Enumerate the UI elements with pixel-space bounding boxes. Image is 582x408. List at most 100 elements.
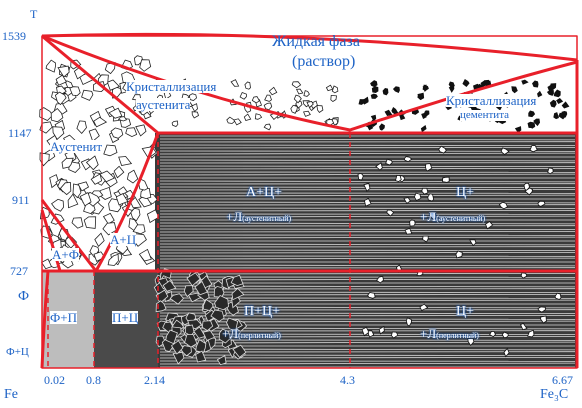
hatch-line bbox=[159, 293, 576, 296]
grain-cell bbox=[391, 106, 399, 115]
grain-cell bbox=[290, 104, 298, 114]
grain-cell bbox=[195, 339, 207, 353]
grain-cell bbox=[330, 94, 337, 102]
grain-cell bbox=[561, 101, 570, 109]
grain-cell bbox=[216, 354, 227, 366]
grain-cell bbox=[386, 209, 395, 217]
hatch-line bbox=[159, 251, 576, 254]
grain-cell bbox=[232, 344, 247, 358]
grain-cell bbox=[244, 81, 251, 90]
grain-cell bbox=[528, 110, 536, 118]
grain-cell bbox=[115, 193, 129, 206]
hatch-line bbox=[159, 228, 576, 231]
grain-cell bbox=[379, 123, 385, 131]
a3-line bbox=[40, 199, 98, 272]
cryst-cementite-label-1: Кристаллизация bbox=[446, 93, 537, 108]
grain-cell bbox=[233, 118, 242, 126]
grain-cell bbox=[424, 163, 433, 172]
grain-cell bbox=[469, 239, 477, 247]
hyper-upper-l: +Л bbox=[420, 209, 437, 224]
grain-cell bbox=[162, 279, 177, 292]
temp-tick-727: 727 bbox=[10, 264, 28, 278]
grain-cell bbox=[214, 294, 229, 311]
grain-cell bbox=[367, 330, 375, 338]
grain-cell bbox=[405, 317, 412, 327]
grain-cell bbox=[417, 92, 424, 100]
grain-cell bbox=[395, 174, 402, 183]
grain-cell bbox=[201, 320, 214, 332]
grain-cell bbox=[295, 88, 304, 95]
grain-cell bbox=[83, 216, 97, 229]
austenite-label: Аустенит bbox=[50, 139, 103, 154]
grain-cell bbox=[370, 80, 378, 88]
hatch-line bbox=[159, 299, 576, 302]
grain-cell bbox=[226, 116, 236, 124]
acm-line bbox=[94, 132, 160, 272]
hypo-upper-l: +Л bbox=[226, 209, 243, 224]
grain-cell bbox=[529, 145, 538, 153]
comp-tick-4-3: 4.3 bbox=[340, 373, 355, 387]
grain-cell bbox=[102, 222, 117, 236]
grain-cell bbox=[45, 59, 56, 73]
grain-cell bbox=[325, 84, 334, 92]
grain-cell bbox=[92, 81, 106, 93]
grain-cell bbox=[303, 110, 311, 117]
grain-cell bbox=[81, 89, 94, 101]
grain-cell bbox=[188, 93, 197, 101]
fe3c-axis-label: Fe₃C bbox=[540, 387, 569, 402]
grain-cell bbox=[498, 201, 508, 210]
ferrite-austenite-label: А+Ф bbox=[52, 247, 79, 262]
grain-cell bbox=[547, 167, 554, 175]
grain-cell bbox=[358, 99, 366, 105]
grain-cell bbox=[230, 274, 244, 287]
grain-cell bbox=[195, 350, 207, 363]
hatch-line bbox=[159, 180, 576, 183]
grain-cell bbox=[59, 182, 72, 196]
grain-cell bbox=[462, 79, 470, 87]
grain-cell bbox=[467, 337, 475, 347]
grain-cell bbox=[316, 105, 324, 113]
liquidus-line bbox=[41, 34, 578, 132]
grain-cell bbox=[367, 292, 376, 299]
hatch-line bbox=[159, 236, 576, 239]
temp-tick-911: 911 bbox=[12, 193, 30, 207]
grain-cell bbox=[268, 86, 278, 96]
grain-cell bbox=[533, 118, 541, 127]
grain-cell bbox=[138, 248, 152, 262]
hyper-lower-label-1: Ц+ bbox=[456, 304, 475, 319]
grain-cell bbox=[69, 86, 81, 97]
hatch-line bbox=[159, 159, 576, 162]
grain-cell bbox=[378, 325, 385, 335]
grain-cell bbox=[370, 93, 378, 99]
phase-lines bbox=[40, 32, 579, 369]
grain-cell bbox=[556, 97, 564, 105]
liquid-label-1: Жидкая фаза bbox=[272, 33, 360, 50]
grain-cell bbox=[226, 317, 239, 332]
hatch-line bbox=[159, 194, 576, 197]
cryst-cementite-label-2: цементита bbox=[460, 109, 510, 121]
grain-cell bbox=[170, 340, 184, 355]
grain-cell bbox=[357, 172, 364, 181]
cryst-austenite-label-2: аустенита bbox=[136, 97, 191, 112]
hatch-line bbox=[159, 222, 576, 225]
grain-cell bbox=[403, 156, 413, 163]
grain-cell bbox=[88, 128, 100, 142]
grain-cell bbox=[403, 197, 411, 204]
grain-cell bbox=[331, 85, 339, 94]
grain-cell bbox=[61, 157, 74, 169]
hatch-line bbox=[159, 243, 576, 246]
grain-cell bbox=[371, 86, 379, 94]
hatch-line bbox=[159, 144, 576, 147]
hatch-line bbox=[159, 138, 576, 141]
hatch-line bbox=[159, 230, 576, 233]
hyper-lower-sub: (перлитный) bbox=[436, 331, 479, 340]
grain-cell bbox=[540, 315, 547, 324]
grain-cell bbox=[546, 89, 554, 96]
grain-cell bbox=[500, 147, 510, 155]
grain-cell bbox=[51, 198, 64, 212]
liquid-label-2: (раствор) bbox=[292, 53, 356, 70]
temperature-axis-label: T bbox=[30, 7, 38, 21]
grain-cell bbox=[448, 81, 455, 89]
hatch-line bbox=[159, 257, 576, 260]
